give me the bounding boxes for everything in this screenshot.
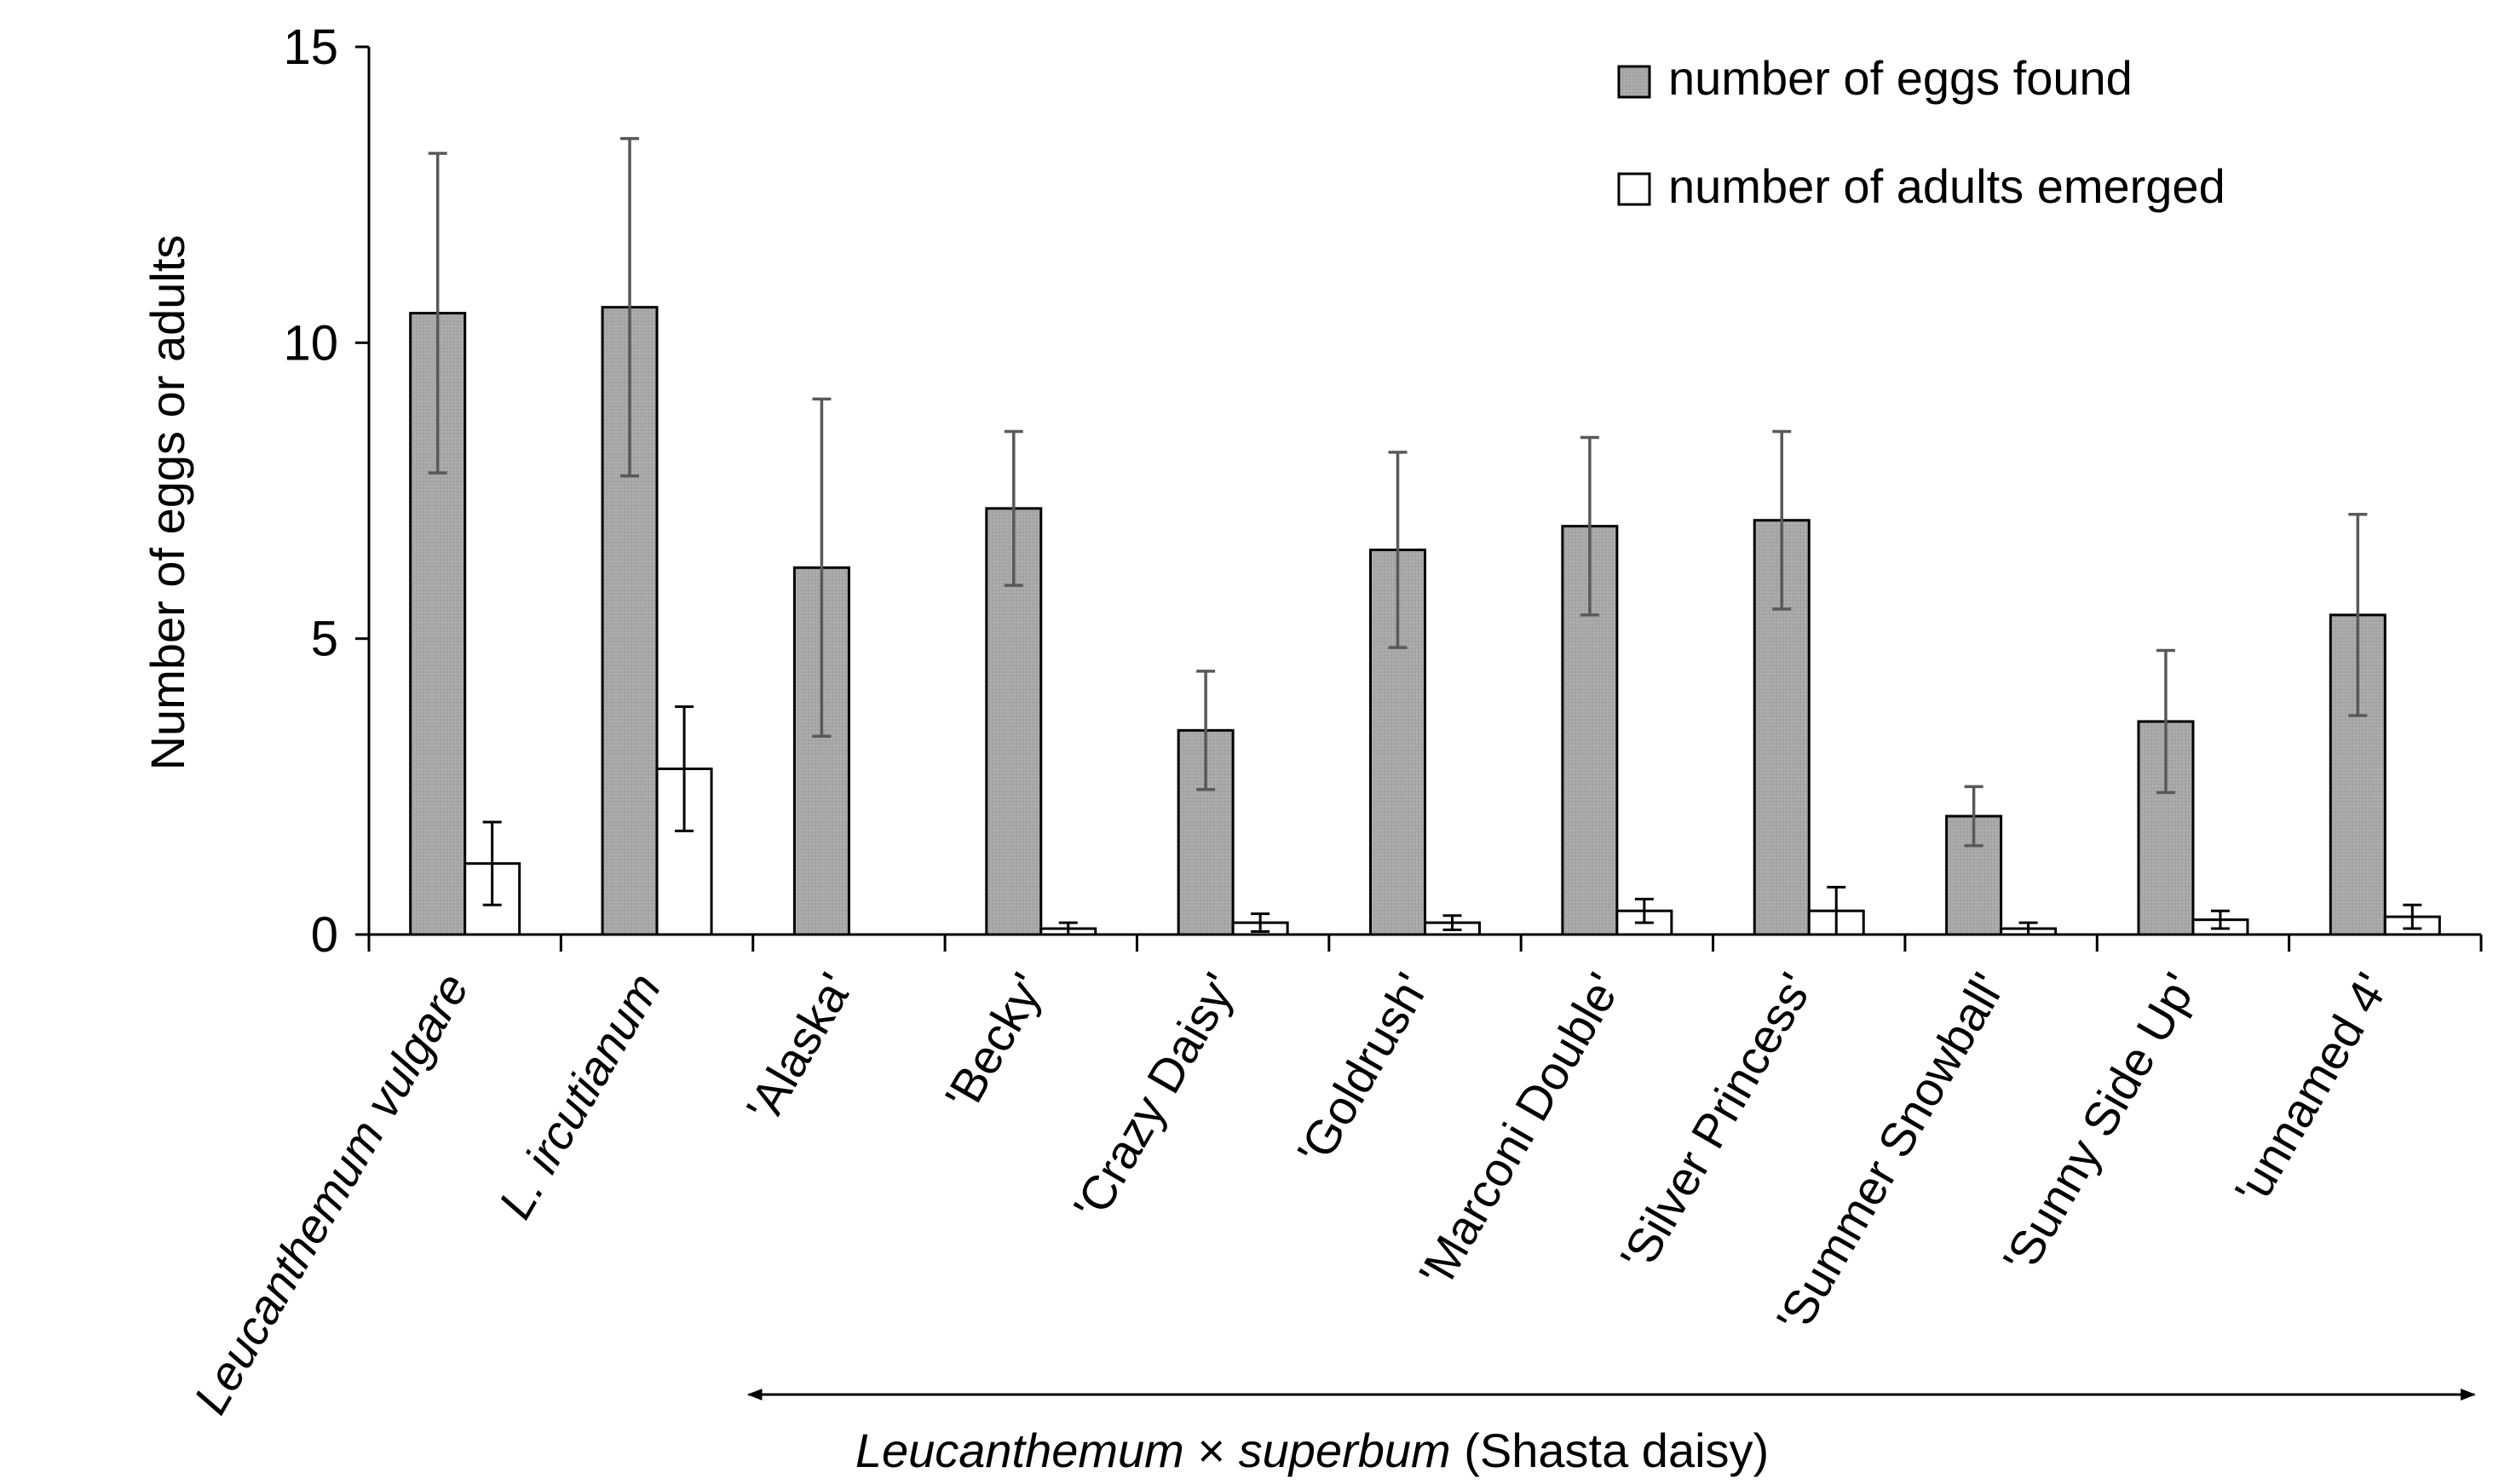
category-label-italic: L. ircutianum [488, 964, 671, 1228]
x-axis [367, 933, 2483, 952]
x-category-label: 'Sunny Side Up' [1992, 964, 2207, 1283]
legend-swatch-adults [1617, 172, 1651, 206]
group-label: Leucanthemum × superbum (Shasta daisy) [855, 1424, 1769, 1477]
group-label-species: superbum [1239, 1424, 1451, 1477]
x-category-label: 'Crazy Daisy' [1062, 964, 1246, 1229]
error-bars [428, 136, 2422, 936]
group-label-common-name: (Shasta daisy) [1451, 1424, 1770, 1477]
category-labels: Leucanthemum vulgare L. ircutianum 'Alaska… [183, 964, 2399, 1423]
y-axis: 0 5 10 15 [283, 20, 371, 963]
group-label-cross: × [1184, 1424, 1239, 1477]
x-category-label: 'Alaska' [736, 964, 863, 1131]
x-category-label: Leucanthemum vulgare [183, 964, 479, 1423]
category-label-italic: Leucanthemum [183, 1111, 394, 1423]
category-label-text: 'Goldrush' [1287, 964, 1439, 1175]
x-category-label: 'Becky' [935, 964, 1056, 1119]
y-tick-label: 0 [311, 907, 338, 963]
y-tick-label: 5 [311, 612, 338, 667]
x-category-label: 'unnamed 4' [2224, 964, 2398, 1214]
y-tick-label: 15 [283, 20, 338, 75]
category-label-text: 'unnamed 4' [2224, 964, 2398, 1214]
x-category-label: L. ircutianum [488, 964, 671, 1228]
x-category-label: 'Goldrush' [1287, 964, 1439, 1175]
category-label-text: 'Crazy Daisy' [1062, 964, 1246, 1229]
y-axis-title: Number of eggs or adults [141, 235, 194, 771]
legend-label-adults: number of adults emerged [1668, 159, 2225, 213]
category-label-text: 'Silver Princess' [1609, 964, 1822, 1280]
x-category-label: 'Silver Princess' [1609, 964, 1822, 1280]
group-label-genus: Leucanthemum [855, 1424, 1184, 1477]
bars [409, 306, 2441, 936]
category-label-text: 'Sunny Side Up' [1992, 964, 2207, 1283]
category-label-text: 'Alaska' [736, 964, 863, 1131]
x-category-label: 'Marconi Double' [1408, 964, 1631, 1297]
category-label-text: 'Marconi Double' [1408, 964, 1631, 1297]
y-tick-label: 10 [283, 315, 338, 371]
category-label-text: vulgare [348, 964, 479, 1138]
legend-swatch-eggs [1617, 65, 1651, 99]
legend: number of eggs found number of adults em… [1617, 51, 2225, 213]
legend-label-eggs: number of eggs found [1668, 51, 2133, 105]
shasta-daisy-group-annotation: Leucanthemum × superbum (Shasta daisy) [746, 1389, 2476, 1477]
category-label-text: 'Becky' [935, 964, 1056, 1119]
